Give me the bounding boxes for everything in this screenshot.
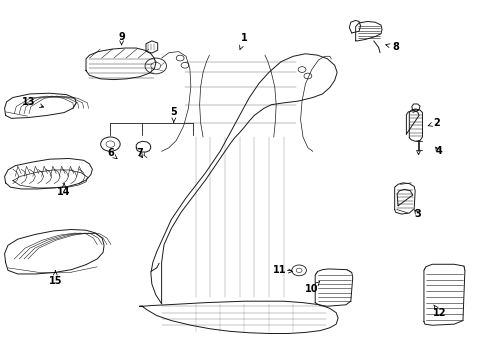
Text: 11: 11 — [272, 265, 292, 275]
Text: 13: 13 — [22, 97, 43, 108]
Text: 7: 7 — [136, 148, 143, 158]
Text: 10: 10 — [305, 282, 319, 294]
Text: 14: 14 — [57, 184, 71, 197]
Text: 3: 3 — [413, 209, 420, 219]
Text: 8: 8 — [385, 42, 398, 52]
Text: 1: 1 — [239, 33, 247, 49]
Text: 4: 4 — [434, 146, 441, 156]
Text: 15: 15 — [48, 271, 62, 286]
Text: 2: 2 — [427, 118, 440, 128]
Text: 6: 6 — [107, 148, 117, 159]
Text: 5: 5 — [170, 107, 177, 122]
Text: 9: 9 — [118, 32, 125, 45]
Text: 12: 12 — [432, 305, 446, 318]
